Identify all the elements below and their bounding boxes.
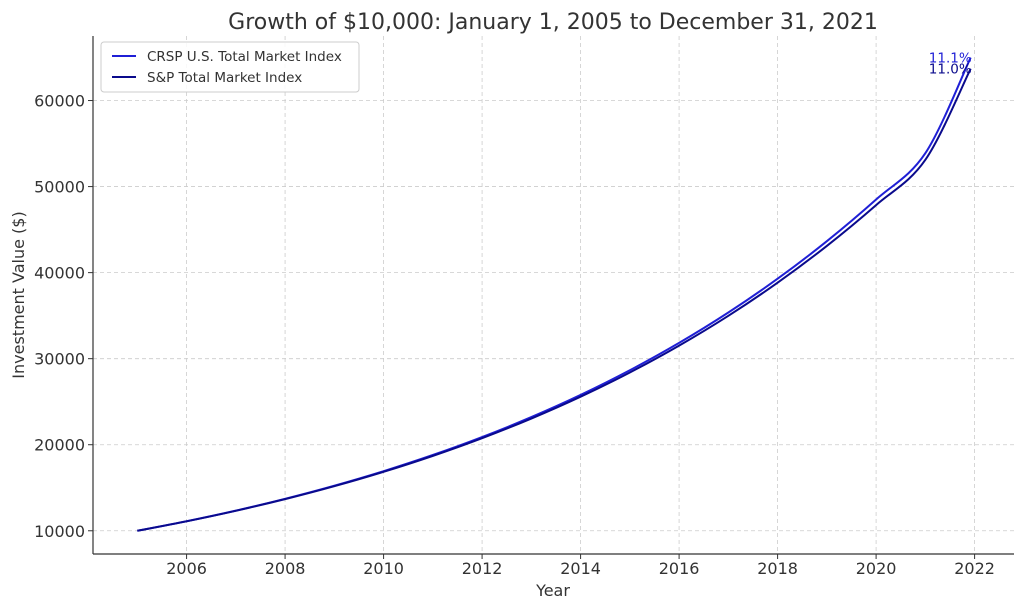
chart-title: Growth of $10,000: January 1, 2005 to De… [228,10,878,35]
y-tick-label: 30000 [34,350,85,369]
y-tick-label: 20000 [34,436,85,455]
x-tick-label: 2006 [166,559,207,578]
y-tick-label: 40000 [34,264,85,283]
series-lines [137,57,972,532]
x-tick-label: 2020 [856,559,897,578]
series-line-1 [137,68,972,532]
x-tick-labels: 2006 2008 2010 2012 2014 2016 2018 2020 2022 [166,559,995,578]
x-axis-label: Year [535,581,570,600]
x-tick-label: 2014 [560,559,601,578]
x-tick-label: 2016 [659,559,700,578]
end-labels: 11.1%11.0% [929,51,972,78]
y-tick-labels: 10000 20000 30000 40000 50000 60000 [34,92,85,541]
end-label-1: 11.0% [929,62,972,78]
x-tick-label: 2022 [954,559,995,578]
x-tick-label: 2010 [363,559,404,578]
legend-box [100,41,360,93]
x-tick-label: 2012 [462,559,503,578]
legend: CRSP U.S. Total Market Index S&P Total M… [100,41,360,93]
y-axis-label: Investment Value ($) [9,211,28,378]
y-tick-label: 60000 [34,92,85,111]
axes [88,36,1014,559]
legend-label-crsp: CRSP U.S. Total Market Index [147,49,342,65]
x-tick-label: 2008 [265,559,306,578]
y-tick-label: 50000 [34,178,85,197]
gridlines [93,36,1014,554]
legend-label-sp: S&P Total Market Index [147,70,302,86]
series-line-0 [137,57,972,532]
x-tick-label: 2018 [757,559,798,578]
y-tick-label: 10000 [34,522,85,541]
end-label-0: 11.1% [929,51,972,67]
